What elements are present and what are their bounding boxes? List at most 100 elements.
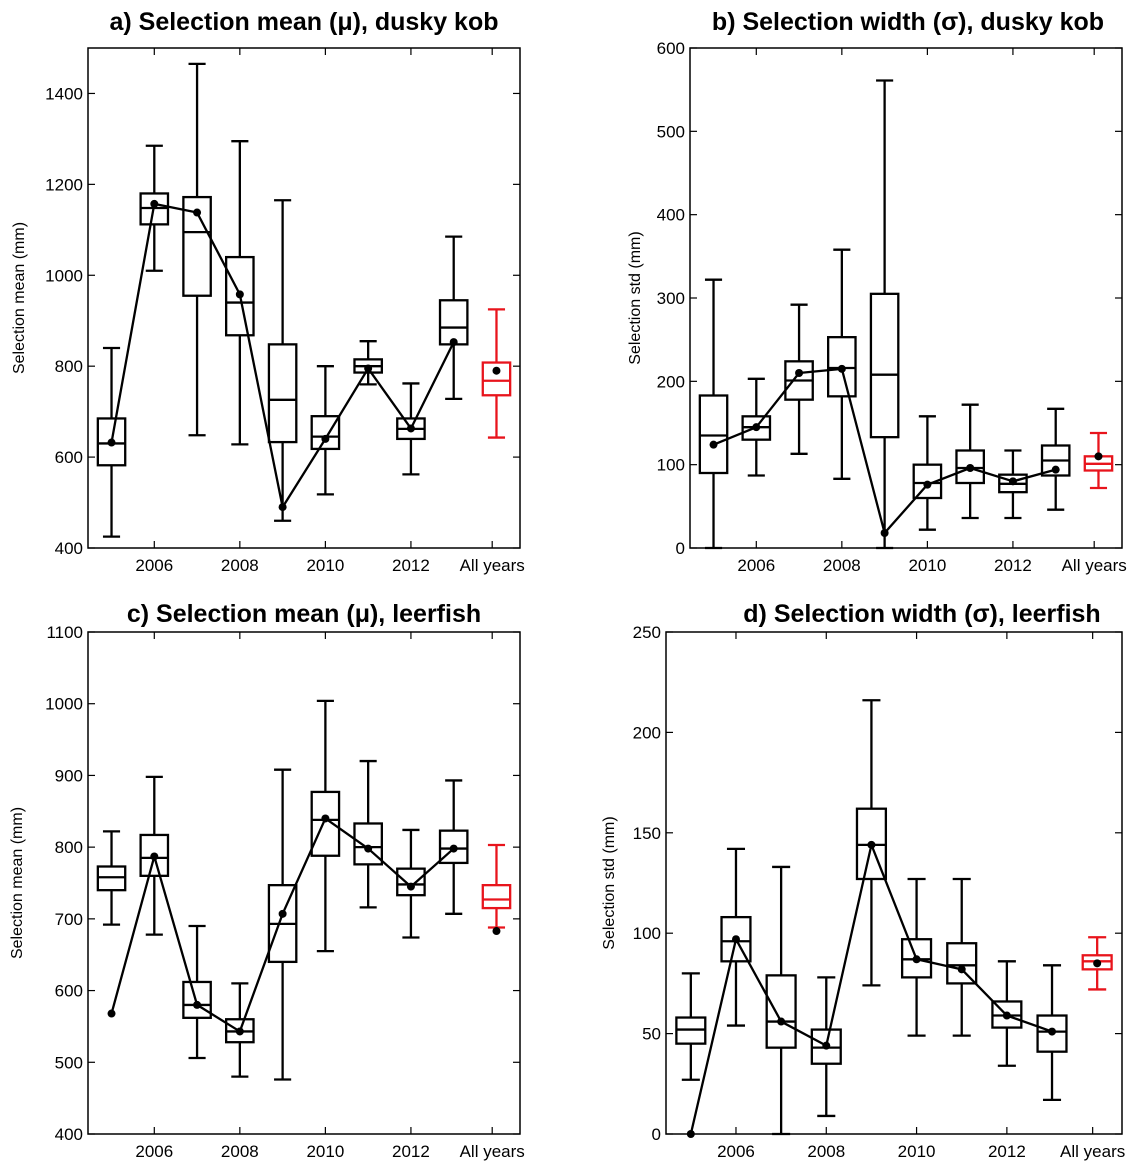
panel-c-box-2012-box — [396, 867, 426, 897]
panel-b-point-2007 — [795, 369, 804, 377]
panel-c-xtick-label: 2010 — [306, 1142, 344, 1161]
panel-d-point-2009 — [867, 840, 876, 849]
panel-a-ytick-label: 1200 — [45, 175, 83, 194]
panel-b-point-2012 — [1008, 477, 1017, 486]
panel-c-ytick-label: 1000 — [45, 695, 83, 714]
panel-d-xtick-label: 2010 — [898, 1142, 936, 1161]
panel-a-ytick-label: 800 — [55, 357, 83, 376]
panel-a-point-all-years — [492, 366, 501, 375]
panel-c-point-2008 — [235, 1027, 244, 1036]
panel-c-point-2011 — [364, 844, 373, 853]
panel-d-point-2013 — [1048, 1027, 1057, 1036]
panel-b-title: b) Selection width (σ), dusky kob — [712, 8, 1104, 36]
panel-a-xtick-label: 2006 — [135, 556, 173, 575]
panel-d-xtick-label: 2012 — [988, 1142, 1026, 1161]
panel-a-xtick-label: All years — [460, 556, 525, 575]
panel-a-ytick-label: 1000 — [45, 266, 83, 285]
panel-c-point-2007 — [193, 1000, 202, 1009]
panel-b-xtick-label: All years — [1062, 556, 1127, 575]
panel-a-ytick-label: 600 — [55, 448, 83, 467]
panel-b-box-2005-box — [698, 394, 729, 475]
panel-d-ytick-label: 0 — [652, 1125, 661, 1144]
panel-c-ytick-label: 700 — [55, 910, 83, 929]
panel-b-xtick-label: 2010 — [908, 556, 946, 575]
panel-a-title: a) Selection mean (μ), dusky kob — [109, 8, 498, 36]
panel-c-box-all-years-box — [481, 884, 512, 910]
panel-b-ytick-label: 0 — [676, 539, 685, 558]
panel-b-ytick-label: 500 — [657, 122, 685, 141]
panel-d-xtick-label: All years — [1060, 1142, 1125, 1161]
panel-a-point-2006 — [150, 199, 159, 208]
panel-a-point-2008 — [235, 290, 244, 299]
panel-d-ytick-label: 50 — [642, 1025, 661, 1044]
panel-a-box-2013-box — [438, 299, 469, 346]
panel-c-point-all-years — [492, 927, 501, 936]
panel-b-xtick-label: 2012 — [994, 556, 1032, 575]
panel-b-box-2009-box — [869, 292, 900, 439]
panel-a-point-2010 — [321, 434, 330, 443]
panel-c-point-2012 — [406, 882, 415, 891]
panel-a-point-2012 — [406, 424, 415, 433]
panel-d-point-2012 — [1002, 1011, 1011, 1020]
panel-a-box-2010-box — [310, 415, 341, 451]
panel-b-ytick-label: 100 — [657, 456, 685, 475]
panel-a-point-2009 — [278, 503, 287, 512]
panel-a-xtick-label: 2008 — [221, 556, 259, 575]
panel-d-point-2006 — [731, 935, 740, 944]
panel-c-ytick-label: 400 — [55, 1125, 83, 1144]
panel-b-point-2011 — [966, 464, 975, 472]
panel-c-ytick-label: 1100 — [46, 623, 83, 642]
panel-a: a) Selection mean (μ), dusky kob Selecti… — [11, 8, 525, 575]
panel-d-point-2005 — [686, 1130, 695, 1138]
panel-b-ytick-label: 200 — [657, 372, 685, 391]
panel-a-point-2011 — [364, 364, 373, 373]
panel-d-ytick-label: 200 — [633, 723, 661, 742]
panel-b-point-2013 — [1051, 465, 1060, 474]
panel-c-ytick-label: 900 — [55, 766, 83, 785]
panel-c-ylabel: Selection mean (mm) — [9, 807, 26, 959]
panel-d-title: d) Selection width (σ), leerfish — [743, 600, 1100, 628]
panel-c-title: c) Selection mean (μ), leerfish — [127, 600, 481, 628]
panel-c-point-2005 — [107, 1009, 116, 1018]
panel-c-box-2011-box — [353, 822, 383, 866]
panel-d-point-2011 — [957, 965, 966, 974]
panel-d-xtick-label: 2006 — [717, 1142, 755, 1161]
panel-d: d) Selection width (σ), leerfish Selecti… — [601, 600, 1125, 1161]
panel-c-xtick-label: 2012 — [392, 1142, 430, 1161]
panel-d-ytick-label: 100 — [633, 924, 661, 943]
panel-a-point-2007 — [193, 208, 202, 217]
panel-a-xtick-label: 2012 — [392, 556, 430, 575]
panel-c-point-2013 — [449, 844, 458, 853]
panel-b-point-2010 — [923, 480, 932, 489]
panel-d-box-2007-box — [765, 974, 797, 1049]
panel-d-ytick-label: 250 — [633, 623, 661, 642]
panel-a-axes-frame — [87, 47, 521, 549]
panel-d-point-2007 — [777, 1017, 786, 1026]
panel-c-xtick-label: 2006 — [135, 1142, 173, 1161]
panel-d-ylabel: Selection std (mm) — [601, 816, 618, 949]
panel-c-box-2007-box — [182, 980, 212, 1019]
panel-b-point-2008 — [837, 364, 846, 373]
panel-d-xtick-label: 2008 — [807, 1142, 845, 1161]
panel-c-point-2009 — [278, 909, 287, 918]
panel-c-ytick-label: 600 — [55, 982, 83, 1001]
panel-a-box-2009-box — [267, 343, 298, 444]
panel-d-box-2011-box — [946, 942, 978, 985]
panel-b-ytick-label: 300 — [657, 289, 685, 308]
panel-a-point-2005 — [107, 438, 116, 447]
panel-b-point-2006 — [752, 423, 761, 432]
panel-d-point-all-years — [1093, 959, 1102, 968]
panel-c-point-2006 — [150, 852, 159, 861]
panel-c-ytick-label: 500 — [55, 1053, 83, 1072]
panel-b-xtick-label: 2008 — [823, 556, 861, 575]
panel-d-point-2008 — [822, 1041, 831, 1050]
panel-a-ytick-label: 400 — [55, 539, 83, 558]
panel-a-ylabel: Selection mean (mm) — [11, 222, 28, 374]
panel-d-point-2010 — [912, 955, 921, 964]
panel-b-point-2009 — [880, 529, 889, 537]
panel-c-axes-frame — [87, 631, 521, 1135]
panel-a-point-2013 — [449, 338, 458, 347]
panel-d-axes-frame — [665, 631, 1123, 1135]
panel-c-xtick-label: 2008 — [221, 1142, 259, 1161]
panel-b-ytick-label: 600 — [657, 39, 685, 58]
